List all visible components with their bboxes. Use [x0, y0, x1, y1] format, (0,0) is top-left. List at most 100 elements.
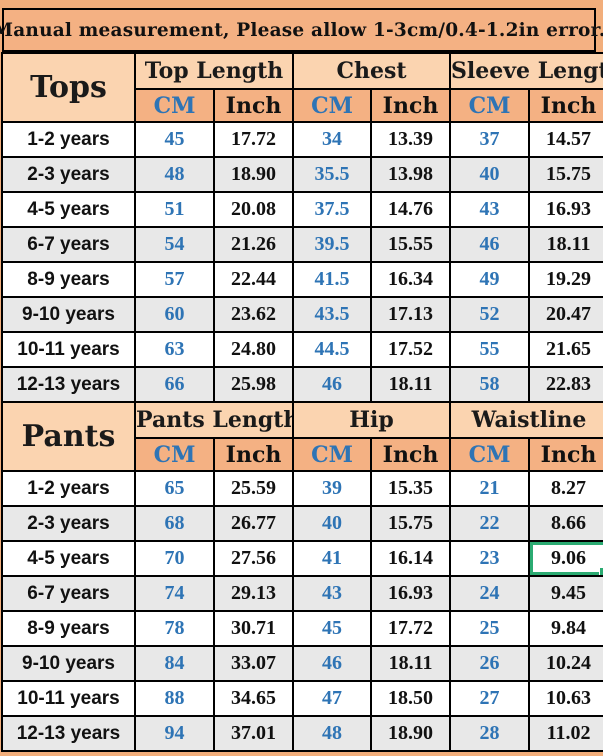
cm-value-cell: 60: [134, 296, 215, 333]
row-label: 8-9 years: [1, 610, 136, 647]
inch-value-cell: 37.01: [212, 715, 295, 752]
pants-unit-row: CM Inch CM Inch CM Inch: [2, 437, 603, 472]
pants-header-row: Pants Pants Length Hip Waistline: [1, 401, 603, 472]
cm-value-cell: 70: [134, 540, 215, 577]
inch-value-cell: 9.45: [528, 575, 603, 612]
inch-value-cell: 14.57: [528, 121, 603, 158]
inch-value-cell: 15.75: [528, 156, 603, 193]
unit-header-inch: Inch: [528, 88, 603, 123]
inch-value-cell: 15.35: [370, 470, 452, 507]
group-header-chest: Chest: [292, 52, 452, 90]
row-label: 9-10 years: [1, 296, 136, 333]
row-label: 4-5 years: [1, 191, 136, 228]
unit-header-inch: Inch: [370, 88, 452, 123]
cm-value-cell: 35.5: [292, 156, 373, 193]
inch-value-cell: 10.63: [528, 680, 603, 717]
group-header-pants-length: Pants Length: [133, 401, 295, 439]
row-label: 12-13 years: [1, 715, 136, 752]
unit-header-inch: Inch: [528, 437, 603, 472]
inch-value-cell: 16.34: [370, 261, 452, 298]
tops-unit-row: CM Inch CM Inch CM Inch: [2, 88, 603, 123]
cm-value-cell: 24: [449, 575, 531, 612]
cm-value-cell: 22: [449, 505, 531, 542]
cm-value-cell: 52: [449, 296, 531, 333]
cm-value-cell: 47: [292, 680, 373, 717]
inch-value-cell: 13.39: [370, 121, 452, 158]
cm-value-cell: 45: [292, 610, 373, 647]
cm-value-cell: 25: [449, 610, 531, 647]
cm-value-cell: 39.5: [292, 226, 373, 263]
row-label: 9-10 years: [1, 645, 136, 682]
cm-value-cell: 51: [134, 191, 215, 228]
cm-value-cell: 48: [134, 156, 215, 193]
row-label: 12-13 years: [1, 366, 136, 403]
cm-value-cell: 54: [134, 226, 215, 263]
unit-header-inch: Inch: [212, 437, 295, 472]
size-table: Tops Top Length Chest Sleeve Length CM I…: [1, 52, 603, 752]
cm-value-cell: 46: [292, 645, 373, 682]
inch-value-cell: 33.07: [212, 645, 295, 682]
inch-value-cell: 24.80: [212, 331, 295, 368]
row-label: 6-7 years: [1, 575, 136, 612]
table-row: 12-13 years 66 25.98 46 18.11 58 22.83: [1, 366, 603, 403]
inch-value-cell: 8.27: [528, 470, 603, 507]
selected-cell: 9.06: [528, 540, 603, 577]
unit-header-cm: CM: [449, 88, 531, 123]
cm-value-cell: 48: [292, 715, 373, 752]
inch-value-cell: 8.66: [528, 505, 603, 542]
unit-header-inch: Inch: [370, 437, 452, 472]
row-label: 8-9 years: [1, 261, 136, 298]
cm-value-cell: 37: [449, 121, 531, 158]
unit-header-cm: CM: [134, 88, 215, 123]
inch-value-cell: 16.93: [370, 575, 452, 612]
group-header-sleeve-length: Sleeve Length: [449, 52, 603, 90]
inch-value-cell: 29.13: [212, 575, 295, 612]
inch-value-cell: 20.08: [212, 191, 295, 228]
cm-value-cell: 26: [449, 645, 531, 682]
inch-value-cell: 11.02: [528, 715, 603, 752]
table-row: 10-11 years 63 24.80 44.5 17.52 55 21.65: [1, 331, 603, 368]
inch-value-cell: 13.98: [370, 156, 452, 193]
inch-value-cell: 23.62: [212, 296, 295, 333]
inch-value-cell: 14.76: [370, 191, 452, 228]
unit-header-cm: CM: [449, 437, 531, 472]
inch-value-cell: 18.11: [370, 645, 452, 682]
inch-value-cell: 17.52: [370, 331, 452, 368]
table-row: 6-7 years 54 21.26 39.5 15.55 46 18.11: [1, 226, 603, 263]
inch-value-cell: 18.11: [528, 226, 603, 263]
inch-value-cell: 30.71: [212, 610, 295, 647]
inch-value-cell: 15.75: [370, 505, 452, 542]
cm-value-cell: 44.5: [292, 331, 373, 368]
inch-value-cell: 19.29: [528, 261, 603, 298]
table-row: 2-3 years 68 26.77 40 15.75 22 8.66: [1, 505, 603, 542]
cm-value-cell: 74: [134, 575, 215, 612]
cm-value-cell: 57: [134, 261, 215, 298]
cm-value-cell: 49: [449, 261, 531, 298]
cm-value-cell: 27: [449, 680, 531, 717]
cm-value-cell: 55: [449, 331, 531, 368]
inch-value-cell: 21.26: [212, 226, 295, 263]
cm-value-cell: 21: [449, 470, 531, 507]
cm-value-cell: 41.5: [292, 261, 373, 298]
inch-value-cell: 10.24: [528, 645, 603, 682]
inch-value-cell: 15.55: [370, 226, 452, 263]
cm-value-cell: 40: [449, 156, 531, 193]
cm-value-cell: 23: [449, 540, 531, 577]
group-header-waistline: Waistline: [449, 401, 603, 439]
cm-value-cell: 43: [292, 575, 373, 612]
cm-value-cell: 34: [292, 121, 373, 158]
cm-value-cell: 43.5: [292, 296, 373, 333]
table-row: 9-10 years 60 23.62 43.5 17.13 52 20.47: [1, 296, 603, 333]
row-label: 1-2 years: [1, 121, 136, 158]
inch-value-cell: 18.11: [370, 366, 452, 403]
cm-value-cell: 58: [449, 366, 531, 403]
cm-value-cell: 68: [134, 505, 215, 542]
row-label: 10-11 years: [1, 680, 136, 717]
inch-value-cell: 18.90: [370, 715, 452, 752]
cm-value-cell: 28: [449, 715, 531, 752]
inch-value-cell: 25.98: [212, 366, 295, 403]
row-label: 10-11 years: [1, 331, 136, 368]
row-label: 1-2 years: [1, 470, 136, 507]
inch-value-cell: 9.84: [528, 610, 603, 647]
row-label: 2-3 years: [1, 505, 136, 542]
